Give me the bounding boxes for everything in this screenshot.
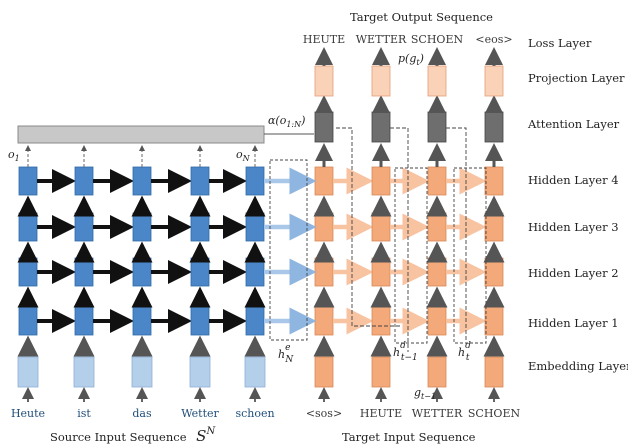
encoder-embedding-box (73, 356, 95, 388)
label-htd: hd t (458, 341, 471, 363)
encoder-hidden-box (245, 257, 265, 287)
label-p-gt: p(gt) (398, 52, 424, 67)
label-o1: o1 (8, 148, 20, 163)
target-output-word: SCHOEN (411, 33, 464, 46)
attention-box (314, 111, 334, 143)
attention-feedback-path-1 (336, 127, 400, 327)
decoder-hidden-box (484, 306, 504, 336)
encoder-hidden-box (190, 166, 210, 196)
decoder-hidden-box (427, 212, 447, 242)
decoder-hidden-box (314, 166, 334, 196)
projection-box (427, 65, 447, 97)
decoder-embedding-box (314, 356, 334, 388)
decoder-state-box-t (453, 167, 487, 344)
label-alpha: α(o1:N) (268, 114, 305, 129)
target-output-word: HEUTE (303, 33, 345, 46)
target-output-word: WETTER (356, 33, 407, 46)
target-output-word: <eos> (475, 33, 512, 46)
attention-feedback-path-2 (390, 127, 409, 352)
encoder-hidden-box (18, 257, 38, 287)
decoder-hidden-box (314, 212, 334, 242)
target-input-word: HEUTE (360, 407, 402, 420)
target-input-word: SCHOEN (468, 407, 521, 420)
encoder-embedding-box (131, 356, 153, 388)
decoder-hidden-box (371, 212, 391, 242)
decoder-hidden-box (314, 306, 334, 336)
projection-box (371, 65, 391, 97)
target-input-word: WETTER (412, 407, 463, 420)
decoder-embedding-box (484, 356, 504, 388)
label-oN: oN (236, 148, 251, 163)
layer-label-hidden3: Hidden Layer 3 (528, 220, 619, 234)
encoder-hidden-box (190, 257, 210, 287)
decoder-hidden-box (371, 306, 391, 336)
label-hNe: he N (278, 343, 294, 365)
sequence-words: Heute ist das Wetter schoen <sos> HEUTE WETTER S… (11, 33, 521, 420)
encoder-hidden-box (190, 212, 210, 242)
encoder-hidden-box (190, 306, 210, 336)
encoder-embedding-box (189, 356, 211, 388)
layer-label-hidden4: Hidden Layer 4 (528, 173, 619, 187)
decoder-hidden-box (427, 257, 447, 287)
label-g: gt−1 (414, 386, 436, 401)
encoder-hidden-box (245, 166, 265, 196)
encoder-final-state-box (269, 159, 308, 341)
encoder-hidden-box (74, 212, 94, 242)
decoder-embedding-box (371, 356, 391, 388)
layer-label-projection: Projection Layer (528, 71, 625, 85)
encoder-embedding-box (17, 356, 39, 388)
encoder-hidden-box (74, 257, 94, 287)
encoder-hidden-box (74, 306, 94, 336)
target-input-word: <sos> (306, 407, 342, 420)
decoder-hidden-box (484, 212, 504, 242)
decoder-state-box-t1 (394, 167, 428, 344)
layer-label-embedding: Embedding Layer (528, 359, 628, 373)
layer-label-hidden1: Hidden Layer 1 (528, 316, 619, 330)
encoder-hidden-box (132, 212, 152, 242)
decoder-hidden-box (371, 166, 391, 196)
layer-label-hidden2: Hidden Layer 2 (528, 266, 619, 280)
decoder-hidden-box (314, 257, 334, 287)
decoder-hidden-box (427, 166, 447, 196)
target-input-title: Target Input Sequence (342, 430, 476, 444)
decoder-hidden-box (484, 257, 504, 287)
attention-box (427, 111, 447, 143)
source-word: schoen (235, 407, 274, 420)
encoder-hidden-box (132, 166, 152, 196)
projection-box (484, 65, 504, 97)
layer-label-attention: Attention Layer (527, 117, 620, 131)
source-input-title: Source Input Sequence SN (50, 426, 216, 444)
attention-feedback-path-3 (446, 127, 467, 340)
layer-label-loss: Loss Layer (528, 36, 592, 50)
encoder-embedding-box (244, 356, 266, 388)
attention-box (484, 111, 504, 143)
decoder-network (313, 47, 505, 402)
decoder-embedding-box (427, 356, 447, 388)
encoder-hidden-box (245, 306, 265, 336)
encoder-hidden-box (18, 212, 38, 242)
encoder-hidden-box (132, 257, 152, 287)
encoder-network (17, 145, 266, 402)
projection-box (314, 65, 334, 97)
target-output-title: Target Output Sequence (350, 10, 493, 24)
attention-context-bar (17, 125, 265, 144)
encoder-hidden-box (245, 212, 265, 242)
source-word: Heute (11, 407, 45, 420)
source-word: das (132, 407, 152, 420)
encoder-hidden-box (18, 306, 38, 336)
encoder-hidden-box (18, 166, 38, 196)
label-ht1d: hd t−1 (393, 341, 418, 363)
encoder-decoder-bridge (264, 167, 317, 335)
decoder-hidden-box (371, 257, 391, 287)
decoder-hidden-box (484, 166, 504, 196)
source-word: Wetter (181, 407, 219, 420)
encoder-hidden-box (74, 166, 94, 196)
encoder-hidden-box (132, 306, 152, 336)
attention-box (371, 111, 391, 143)
decoder-hidden-box (427, 306, 447, 336)
source-word: ist (77, 407, 91, 420)
